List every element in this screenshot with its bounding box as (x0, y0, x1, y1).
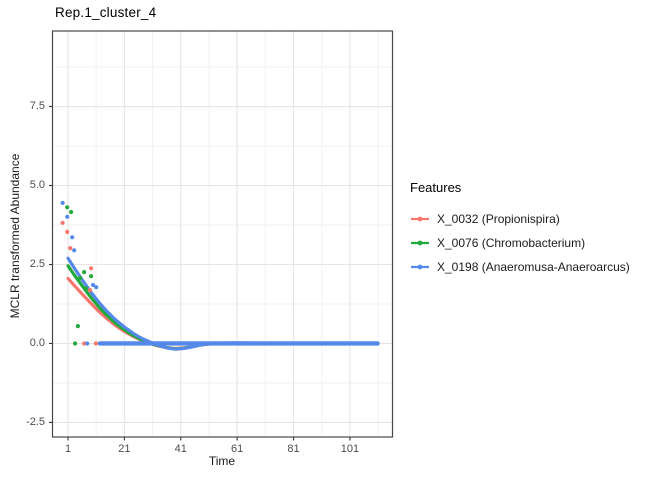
panel-background (52, 31, 393, 437)
data-point (60, 220, 65, 225)
data-point (83, 286, 89, 291)
x-tick-label: 1 (64, 443, 72, 455)
legend-entry-label: X_0032 (Propionispira) (437, 212, 560, 226)
panel-border (51, 30, 394, 438)
legend-entry: X_0076 (Chromobacterium) (410, 231, 630, 255)
legend-entry: X_0198 (Anaeromusa-Anaeroarcus) (410, 255, 630, 279)
data-point (91, 282, 96, 288)
data-point (94, 285, 99, 290)
x-axis-title: Time (208, 454, 236, 468)
legend-entry-label: X_0198 (Anaeromusa-Anaeroarcus) (437, 260, 630, 274)
data-point (78, 276, 83, 281)
x-tick-label: 81 (287, 443, 300, 455)
y-tick-label: 2.5 (29, 257, 45, 270)
y-axis-title: MCLR transformed Abundance (8, 153, 22, 319)
x-tick-label: 41 (174, 443, 187, 455)
x-tick-label: 61 (231, 443, 244, 455)
y-tick-label: 0.0 (29, 336, 45, 349)
data-point (65, 229, 70, 234)
data-point (73, 341, 78, 346)
data-point (87, 288, 93, 293)
y-tick-label: 7.5 (29, 100, 45, 112)
legend-title: Features (410, 180, 462, 195)
plot-title: Rep.1_cluster_4 (55, 5, 157, 20)
data-point (89, 266, 94, 271)
data-point (68, 246, 73, 251)
data-point (93, 341, 98, 346)
data-point (69, 209, 74, 215)
legend-entry: X_0032 (Propionispira) (410, 207, 630, 231)
legend-key-icon (411, 216, 429, 222)
y-tick-label: -2.5 (26, 415, 45, 428)
legend: Features X_0032 (Propionispira) X_0076 (C… (410, 180, 630, 279)
data-point (65, 214, 70, 219)
data-point (72, 248, 77, 253)
legend-key-icon (411, 240, 429, 246)
data-point (65, 205, 70, 210)
data-point (70, 235, 75, 240)
data-point (60, 200, 65, 205)
legend-entries: X_0032 (Propionispira) X_0076 (Chromobact… (410, 207, 630, 279)
data-point (89, 274, 94, 279)
x-tick-label: 21 (118, 443, 131, 455)
data-point (82, 270, 87, 275)
legend-key-icon (411, 264, 429, 270)
data-point (75, 324, 80, 329)
x-tick-label: 101 (340, 443, 360, 455)
y-tick-label: 5.0 (29, 179, 45, 191)
data-point (85, 341, 90, 346)
legend-entry-label: X_0076 (Chromobacterium) (437, 236, 586, 250)
data-point (82, 341, 87, 346)
